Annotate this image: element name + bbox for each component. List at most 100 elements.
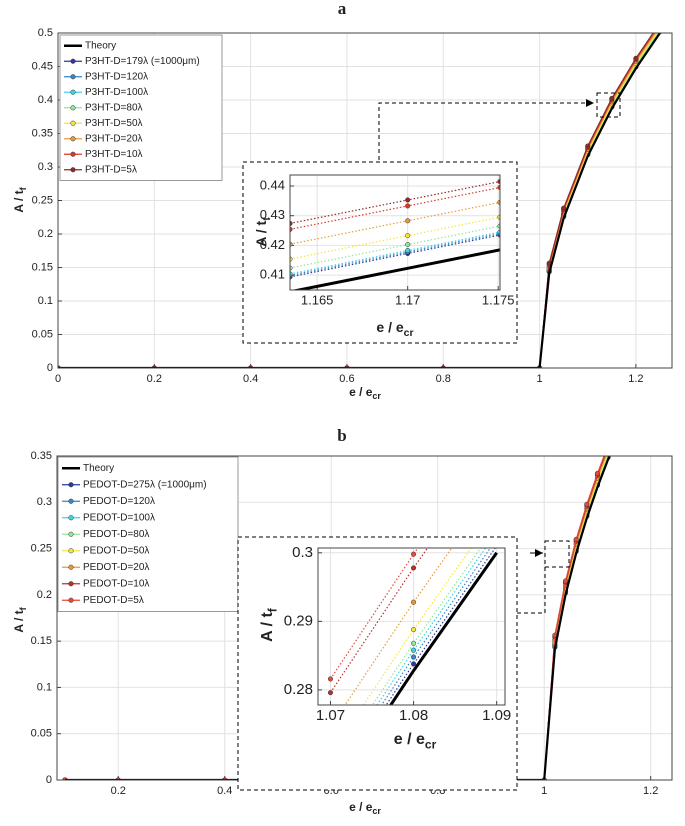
legend-marker	[68, 581, 74, 587]
data-point	[573, 536, 579, 542]
y-axis-label: A / tf	[253, 217, 273, 247]
plot-area	[290, 175, 500, 290]
y-tick-label: 0.45	[32, 60, 53, 72]
legend-label: PEDOT-D=120λ	[83, 496, 155, 507]
x-tick-label: 1	[541, 785, 547, 797]
zoom-arrow	[378, 99, 594, 160]
x-tick-label: 1.17	[395, 292, 420, 307]
legend-label: P3HT-D=20λ	[85, 133, 143, 144]
x-axis-label: e / ecr	[349, 385, 381, 401]
plot-lines	[290, 178, 500, 290]
zoom-region	[596, 92, 621, 118]
label-subscript: f	[19, 606, 29, 610]
legend-label: P3HT-D=120λ	[85, 71, 148, 82]
y-tick-label: 0.25	[32, 194, 53, 206]
data-point	[606, 443, 611, 448]
data-point	[633, 55, 639, 61]
chart-title: b	[337, 426, 346, 445]
data-point	[411, 647, 417, 653]
data-point	[494, 448, 499, 453]
legend-label: P3HT-D=80λ	[85, 102, 143, 113]
x-tick-label: 0.6	[339, 373, 354, 385]
legend-label: PEDOT-D=10λ	[83, 578, 149, 589]
series-line	[385, 548, 496, 705]
legend-label: P3HT-D=50λ	[85, 118, 143, 129]
y-tick-label: 0.2	[37, 589, 52, 601]
legend-marker	[70, 58, 76, 64]
data-point	[497, 199, 500, 205]
legend-marker	[68, 482, 74, 488]
y-tick-label: 0	[46, 774, 52, 786]
series-line	[64, 456, 611, 780]
series-line	[329, 548, 429, 693]
legend-marker	[68, 597, 74, 603]
data-point	[658, 21, 663, 26]
label-text: e / e	[376, 319, 403, 335]
data-point	[616, 427, 621, 432]
data-point	[497, 214, 500, 220]
plot-frame	[317, 547, 506, 706]
data-point	[658, 22, 663, 27]
y-axis-label: A / tf	[12, 186, 28, 212]
data-point	[497, 184, 500, 191]
label-subscript: cr	[372, 392, 381, 402]
x-tick-label: 0.4	[217, 785, 232, 797]
data-point	[411, 627, 417, 633]
legend-label: P3HT-D=5λ	[85, 164, 137, 175]
plot-area	[318, 548, 505, 705]
data-point	[327, 690, 334, 696]
data-point	[405, 203, 411, 209]
label-subscript: cr	[425, 738, 437, 752]
label-text: e / e	[349, 385, 373, 399]
legend-marker	[70, 74, 76, 80]
x-tick-label: 1.09	[482, 707, 511, 724]
data-point	[405, 197, 411, 203]
data-point	[562, 578, 569, 584]
plot-lines	[58, 21, 663, 368]
x-tick-label: 1.165	[301, 292, 334, 307]
legend-marker	[68, 564, 74, 570]
x-tick-label: 0.2	[111, 785, 126, 797]
data-point	[616, 428, 621, 433]
legend-marker	[70, 167, 76, 173]
data-point	[327, 676, 334, 682]
legend-marker	[70, 136, 76, 142]
y-tick-label: 0.42	[260, 237, 285, 252]
series-line	[388, 551, 498, 705]
legend-label: P3HT-D=10λ	[85, 149, 143, 160]
y-tick-label: 0.5	[38, 27, 53, 39]
legend-marker	[68, 498, 74, 504]
x-axis-label: e / ecr	[376, 319, 413, 339]
legend-label: P3HT-D=100λ	[85, 87, 148, 98]
legend-marker	[68, 531, 74, 537]
series-line	[362, 548, 472, 705]
legend-label: PEDOT-D=5λ	[83, 595, 144, 606]
label-subscript: f	[266, 607, 280, 612]
x-tick-label: 0	[55, 373, 61, 385]
data-point	[616, 429, 621, 434]
label-text: A / t	[259, 612, 276, 642]
label-text: A / t	[253, 220, 269, 246]
x-tick-label: 1.08	[399, 707, 428, 724]
y-tick-label: 0.25	[31, 542, 52, 554]
data-point	[616, 429, 621, 434]
label-subscript: cr	[372, 807, 381, 817]
x-tick-label: 1	[537, 373, 543, 385]
x-axis-label: e / ecr	[349, 800, 381, 816]
chart-title: a	[338, 0, 347, 18]
legend-label: Theory	[85, 40, 116, 51]
data-point	[411, 661, 417, 667]
y-tick-label: 0.35	[31, 450, 52, 462]
data-point	[606, 448, 611, 453]
plot-frame	[57, 32, 673, 369]
series-line	[380, 548, 492, 705]
y-tick-label: 0.1	[38, 295, 53, 307]
data-point	[616, 419, 621, 424]
data-point	[497, 178, 500, 185]
y-axis-label: A / tf	[259, 607, 280, 642]
legend-label: PEDOT-D=20λ	[83, 562, 149, 573]
series-line	[344, 548, 453, 705]
data-point	[658, 26, 663, 31]
